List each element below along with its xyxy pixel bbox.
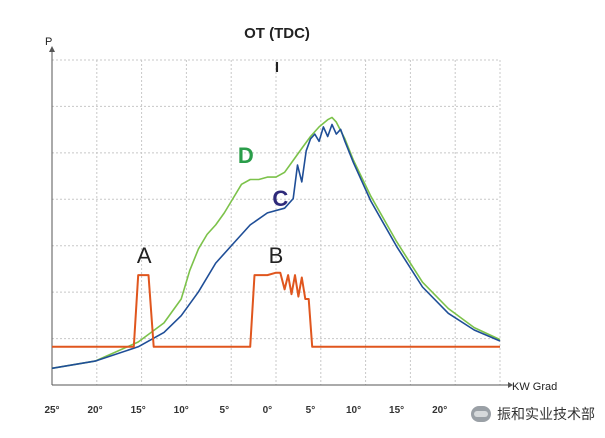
y-axis-label: P bbox=[45, 36, 52, 48]
watermark-text: 振和实业技术部 bbox=[497, 406, 595, 422]
labels: 25° 20° 15° 10° 5° 0° 5° 10° 15° 20° A B CD bbox=[44, 143, 447, 416]
x-tick-label: 5° bbox=[220, 405, 230, 416]
grid bbox=[51, 59, 501, 386]
wechat-icon bbox=[471, 406, 491, 422]
x-tick-label: 0° bbox=[263, 405, 273, 416]
annotation-d: D bbox=[238, 143, 254, 168]
annotation-b: B bbox=[269, 243, 284, 268]
series-line-d bbox=[51, 116, 501, 370]
x-axis-label: KW Grad bbox=[512, 381, 557, 393]
x-tick-label: 15° bbox=[389, 405, 404, 416]
x-tick-label: 10° bbox=[346, 405, 361, 416]
watermark: 振和实业技术部 bbox=[471, 404, 595, 424]
x-tick-label: 15° bbox=[131, 405, 146, 416]
tdc-marker: I bbox=[275, 59, 279, 76]
x-tick-label: 5° bbox=[306, 405, 316, 416]
chart-title: OT (TDC) bbox=[244, 25, 310, 42]
series-line-c bbox=[51, 123, 501, 370]
annotation-c: C bbox=[272, 186, 288, 211]
axes bbox=[49, 46, 513, 388]
x-tick-label: 20° bbox=[88, 405, 103, 416]
series-line-a-b bbox=[52, 271, 500, 348]
x-tick-label: 10° bbox=[174, 405, 189, 416]
annotation-a: A bbox=[137, 243, 152, 268]
x-axis-arrow bbox=[508, 382, 513, 388]
series-group bbox=[51, 116, 501, 370]
y-axis-arrow bbox=[49, 46, 55, 52]
x-tick-label: 25° bbox=[44, 405, 59, 416]
x-tick-label: 20° bbox=[432, 405, 447, 416]
